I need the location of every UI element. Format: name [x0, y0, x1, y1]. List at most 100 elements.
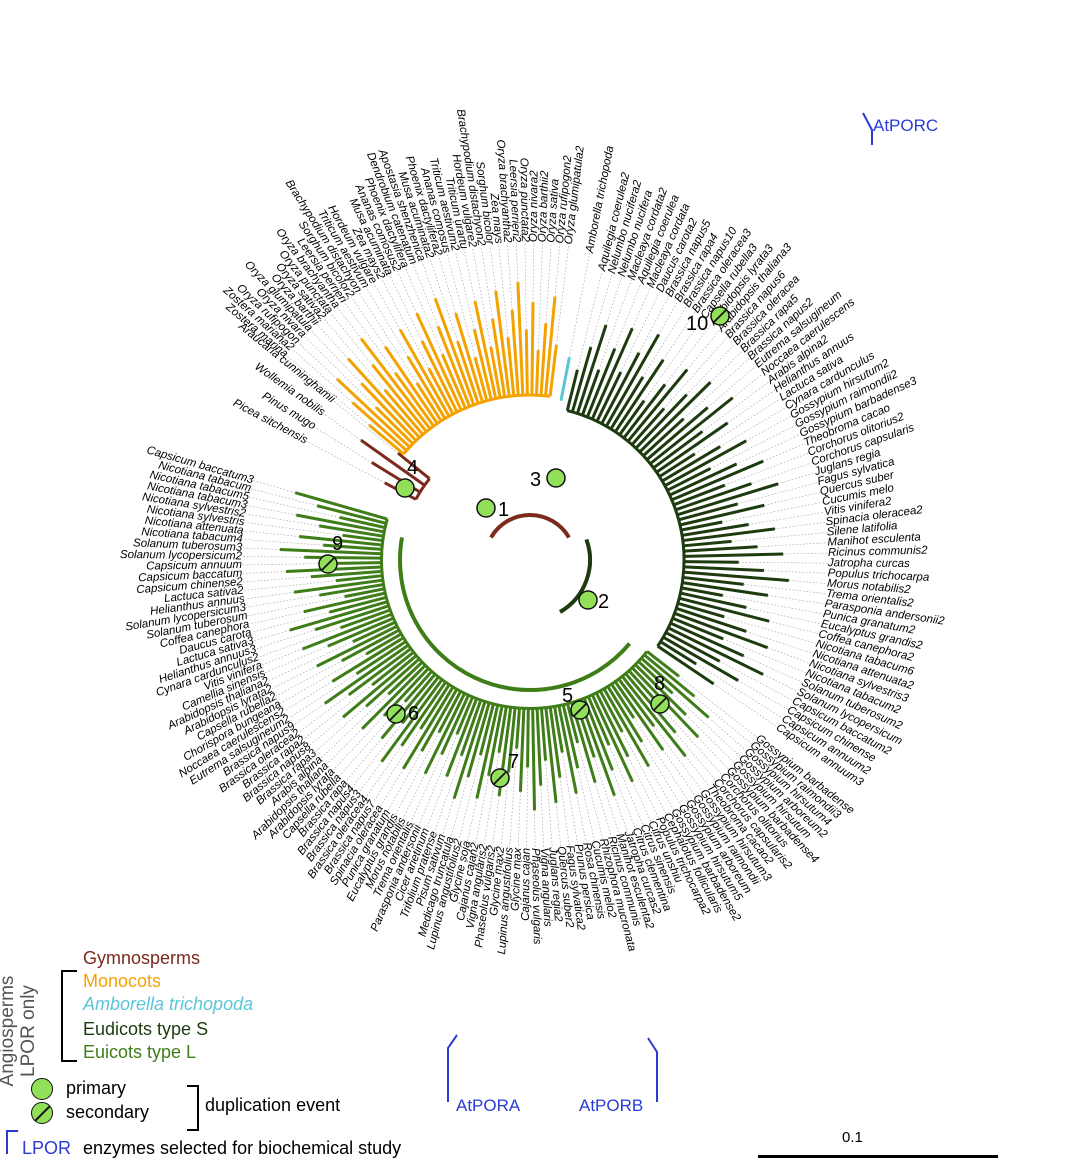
tree-branch [598, 690, 624, 733]
tree-branch [473, 300, 498, 399]
leader-line [410, 754, 442, 823]
tree-branch [594, 692, 630, 758]
leaf-label: Oryza sativa [545, 179, 561, 244]
leader-line [723, 638, 806, 673]
leader-line [738, 680, 789, 710]
tree-branch [613, 680, 665, 751]
leaf-label: Capsicum annuum [146, 559, 242, 573]
leader-line [783, 552, 828, 555]
leader-line [429, 258, 458, 342]
leader-line [526, 767, 528, 848]
tree-branch [622, 383, 667, 439]
pora-bracket [447, 1034, 458, 1102]
leader-line [605, 276, 623, 326]
leader-line [306, 440, 385, 484]
tree-branch [669, 462, 738, 497]
leader-line [365, 287, 409, 357]
leader-line [316, 323, 349, 359]
tree-branch [518, 708, 526, 792]
tree-branch [459, 699, 483, 757]
leader-line [358, 291, 418, 384]
tree-branch [341, 628, 400, 663]
leader-line [763, 443, 805, 462]
tree-branch [279, 547, 382, 556]
selected-enzyme-marks: AtPORC AtPORA AtPORB [447, 112, 938, 1115]
legend-duplication-event: duplication event [205, 1095, 341, 1115]
leader-line [664, 323, 712, 385]
leader-line [576, 793, 587, 843]
tree-branch [673, 611, 769, 650]
leader-line [244, 522, 343, 536]
legend-amborella: Amborella trichopoda [83, 994, 254, 1014]
tree-branch [565, 369, 579, 411]
duplication-event-number: 2 [598, 591, 609, 613]
leader-line [339, 701, 406, 777]
leader-line [638, 296, 670, 353]
tree-branch [539, 323, 548, 396]
leader-line [590, 273, 613, 348]
tree-branch [374, 406, 414, 445]
tree-branch [659, 640, 697, 666]
leader-line [710, 350, 743, 383]
tree-branch [586, 695, 611, 746]
tree-branch [360, 382, 418, 442]
tree-branch [380, 678, 444, 763]
tree-branch [365, 632, 402, 656]
tree-branch [398, 328, 451, 418]
legend-monocots: Monocots [83, 971, 162, 991]
leader-line [633, 717, 689, 801]
leader-line [559, 777, 570, 846]
tree-branch [387, 661, 424, 696]
leader-line [719, 661, 793, 701]
leader-line [746, 607, 822, 625]
tree-branch [327, 616, 394, 648]
leader-line [708, 717, 747, 751]
leader-line [524, 242, 527, 330]
tree-branch [454, 312, 484, 403]
tree-branch [548, 706, 562, 778]
tree-branch [440, 353, 467, 409]
leader-line [577, 742, 604, 839]
leader-line [426, 776, 447, 829]
tree-branch [673, 483, 726, 507]
tree-branch [535, 708, 543, 786]
leaf-label: Oryza nivara2 [528, 170, 541, 242]
leader-line [555, 802, 562, 847]
tree-branch [494, 290, 511, 397]
legend-eudicots-s: Eudicots type S [83, 1019, 209, 1039]
leader-line [446, 252, 476, 358]
tree-branch [539, 707, 548, 761]
duplication-event-number: 6 [408, 703, 419, 725]
leader-line [614, 795, 628, 832]
leaf-label: Capsicum baccatum [138, 568, 243, 585]
leader-line [738, 561, 828, 564]
tree-branch [331, 636, 405, 683]
tree-branch [342, 533, 383, 543]
scale-bar-label: 0.1 [842, 1129, 863, 1146]
leader-line [304, 684, 373, 739]
tree-branch [318, 524, 384, 538]
secondary-dot-icon [31, 1102, 53, 1124]
tree-branch [415, 382, 443, 422]
tree-branch [437, 690, 462, 734]
leader-line [352, 723, 403, 787]
tree-branch [617, 678, 656, 728]
tree-branch [677, 601, 725, 619]
leader-line [247, 505, 297, 516]
tree-branch [478, 703, 495, 756]
tree-branch [402, 686, 455, 770]
leader-line [272, 665, 318, 689]
tree-branch [302, 612, 393, 651]
leader-line [467, 798, 478, 842]
tree-branch [339, 608, 391, 630]
leader-line [763, 570, 828, 574]
leader-line [577, 270, 603, 370]
leader-line [293, 703, 326, 726]
tree-branch [316, 504, 387, 525]
leader-line [675, 732, 716, 781]
tree-branch [360, 337, 432, 430]
tree-branch [295, 513, 385, 534]
leader-line [554, 243, 561, 297]
leader-line [707, 365, 757, 408]
leader-line [736, 434, 801, 465]
